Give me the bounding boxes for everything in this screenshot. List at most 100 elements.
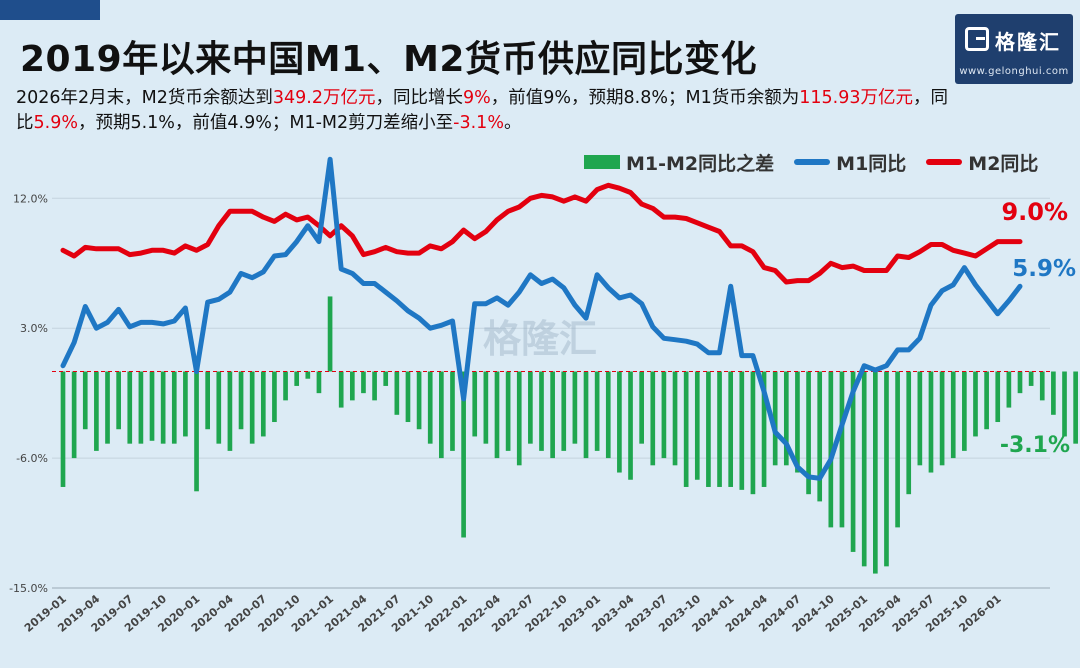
legend-item-m1: M1同比 <box>794 149 906 176</box>
diff-bar <box>461 371 466 538</box>
diff-bar <box>817 371 823 502</box>
diff-bar <box>728 371 734 487</box>
diff-bar <box>294 371 300 386</box>
diff-bar <box>138 371 144 444</box>
diff-bar <box>850 371 856 552</box>
m2-end-label: 9.0% <box>1001 198 1068 226</box>
legend-item-m2: M2同比 <box>926 149 1038 176</box>
diff-bar <box>494 371 500 459</box>
diff-bar <box>71 371 77 459</box>
diff-bar <box>149 371 155 441</box>
diff-bar <box>694 371 700 480</box>
diff-bar <box>806 371 811 495</box>
diff-bar <box>450 371 455 451</box>
subtitle-highlight: 9% <box>463 88 491 108</box>
diff-bar <box>194 371 199 492</box>
diff-bar <box>950 371 956 459</box>
diff-bar <box>828 371 834 528</box>
diff-bar <box>94 371 99 451</box>
diff-bar <box>427 371 433 444</box>
diff-bar <box>383 371 389 386</box>
diff-bar <box>839 371 845 528</box>
diff-bar <box>873 371 878 574</box>
diff-bar <box>706 371 711 487</box>
diff-bar <box>305 371 311 379</box>
diff-bar <box>672 371 678 466</box>
diff-bar <box>116 371 121 430</box>
legend-label-diff: M1-M2同比之差 <box>626 152 775 175</box>
diff-bar <box>338 371 344 408</box>
diff-bar <box>216 371 222 444</box>
diff-bar <box>1028 371 1034 386</box>
diff-bar <box>516 371 522 466</box>
y-tick-label: -6.0% <box>16 452 48 465</box>
subtitle-text: ，同比 <box>16 88 948 133</box>
diff-bar <box>605 371 611 459</box>
diff-bar <box>761 371 767 487</box>
diff-bar <box>661 371 667 459</box>
diff-bar <box>283 371 288 401</box>
chart-subtitle: 2026年2月末，M2货币余额达到349.2万亿元，同比增长9%，前值9%，预期… <box>16 86 956 136</box>
chart-title: 2019年以来中国M1、M2货币供应同比变化 <box>20 39 757 80</box>
m1-end-label: 5.9% <box>1012 256 1076 282</box>
diff-bar <box>884 371 889 567</box>
diff-bar <box>750 371 756 495</box>
diff-bar <box>171 371 177 444</box>
diff-bar <box>1073 371 1078 444</box>
logo-url: www.gelonghui.com <box>959 66 1069 77</box>
diff-bar <box>160 371 166 444</box>
subtitle-highlight: -3.1% <box>453 113 504 133</box>
diff-bar <box>561 371 567 451</box>
subtitle-highlight: 115.93万亿元 <box>799 88 913 108</box>
subtitle-text: ，预期5.1%，前值4.9%；M1-M2剪刀差缩小至 <box>77 113 454 133</box>
legend-item-diff: M1-M2同比之差 <box>584 149 774 176</box>
diff-bar <box>906 371 912 495</box>
subtitle-highlight: 5.9% <box>33 113 78 133</box>
diff-bar <box>1006 371 1012 408</box>
diff-bar <box>505 371 511 451</box>
m1-line <box>60 156 1023 481</box>
diff-bar <box>550 371 555 459</box>
subtitle-highlight: 349.2万亿元 <box>272 88 376 108</box>
diff-bar <box>82 371 88 430</box>
y-tick-label: 3.0% <box>20 322 48 335</box>
diff-bar <box>739 371 745 490</box>
diff-bar <box>917 371 923 466</box>
diff-bar <box>973 371 978 437</box>
diff-bar <box>962 371 967 451</box>
diff-bar <box>316 371 322 394</box>
diff-bar <box>939 371 945 466</box>
logo-mark-icon <box>965 27 989 51</box>
diff-end-label: -3.1% <box>1000 433 1070 458</box>
diff-bar <box>1039 371 1045 401</box>
diff-bar <box>405 371 411 423</box>
diff-bar <box>861 371 867 567</box>
diff-bar <box>439 371 444 459</box>
diff-bar <box>1051 371 1056 415</box>
gelonghui-logo: 格隆汇 www.gelonghui.com <box>955 14 1073 84</box>
diff-bar <box>928 371 934 473</box>
subtitle-text: ，前值9%，预期8.8%；M1货币余额为 <box>490 88 800 108</box>
legend-swatch-bar <box>584 155 620 169</box>
y-tick-label: -15.0% <box>9 582 48 595</box>
diff-bar <box>472 371 478 437</box>
y-tick-label: 12.0% <box>13 192 48 205</box>
subtitle-text: 2026年2月末，M2货币余额达到 <box>16 88 273 108</box>
legend-label-m1: M1同比 <box>836 152 907 175</box>
subtitle-text: 。 <box>503 113 522 133</box>
diff-bar <box>528 371 533 444</box>
diff-bar <box>650 371 656 466</box>
diff-bar <box>205 371 210 430</box>
corner-decoration <box>0 0 100 20</box>
diff-bar <box>594 371 600 451</box>
diff-bar <box>995 371 1001 423</box>
diff-bar <box>483 371 489 444</box>
watermark: 格隆汇 <box>483 317 597 361</box>
diff-bar <box>127 371 133 444</box>
chart-legend: M1-M2同比之差 M1同比 M2同比 <box>584 148 1058 176</box>
legend-label-m2: M2同比 <box>968 152 1039 175</box>
legend-swatch-m1 <box>794 159 831 165</box>
diff-bar <box>583 371 589 459</box>
diff-bar <box>327 296 333 372</box>
